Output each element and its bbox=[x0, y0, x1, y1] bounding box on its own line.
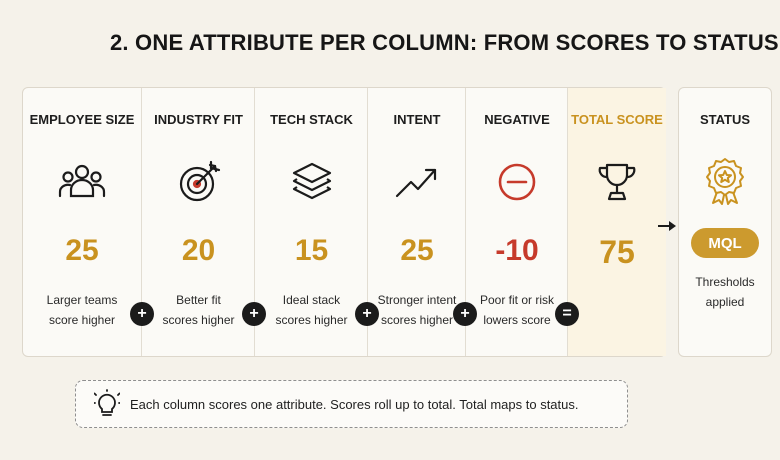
score-value: 15 bbox=[294, 234, 329, 267]
column-industry-fit: INDUSTRY FIT 20 Better fit scores higher bbox=[141, 88, 255, 356]
column-description: Stronger intent scores higher bbox=[377, 293, 457, 327]
trophy-icon bbox=[598, 163, 636, 201]
column-description: Better fit scores higher bbox=[162, 293, 235, 327]
score-value: 20 bbox=[181, 234, 216, 267]
column-header: INTENT bbox=[393, 112, 441, 127]
score-value: 25 bbox=[400, 234, 434, 267]
scoring-board: EMPLOYEE SIZE 25 Larger teams score high… bbox=[22, 87, 666, 357]
column-tech-stack: TECH STACK 15 Ideal stack scores higher bbox=[254, 88, 368, 356]
column-employee-size: EMPLOYEE SIZE 25 Larger teams score high… bbox=[23, 88, 141, 356]
lightbulb-icon bbox=[94, 389, 120, 416]
status-badge: MQL bbox=[691, 228, 759, 258]
plus-operator: + bbox=[130, 302, 154, 326]
equals-operator: = bbox=[555, 302, 579, 326]
total-score-value: 75 bbox=[599, 234, 635, 270]
status-panel: STATUS MQL Thresholds applied bbox=[678, 87, 772, 357]
page-title: 2. ONE ATTRIBUTE PER COLUMN: FROM SCORES… bbox=[110, 30, 779, 55]
column-header: EMPLOYEE SIZE bbox=[29, 112, 135, 127]
plus-operator: + bbox=[453, 302, 477, 326]
minus-circle-icon bbox=[498, 163, 536, 201]
plus-operator: + bbox=[242, 302, 266, 326]
column-description: Ideal stack scores higher bbox=[275, 293, 348, 327]
column-header: TOTAL SCORE bbox=[571, 112, 663, 127]
status-header: STATUS bbox=[699, 112, 751, 127]
tip-text: Each column scores one attribute. Scores… bbox=[130, 396, 579, 412]
layers-icon bbox=[292, 162, 331, 200]
column-header: TECH STACK bbox=[270, 112, 353, 127]
column-header: INDUSTRY FIT bbox=[154, 112, 243, 127]
score-value: -10 bbox=[495, 234, 539, 267]
column-intent: INTENT 25 Stronger intent scores higher bbox=[367, 88, 466, 356]
column-description: Poor fit or risk lowers score bbox=[479, 293, 554, 327]
status-description: Thresholds applied bbox=[695, 275, 755, 309]
target-icon bbox=[179, 160, 220, 202]
arrow-right-icon bbox=[658, 221, 676, 231]
score-value: 25 bbox=[65, 234, 99, 267]
column-negative: NEGATIVE -10 Poor fit or risk lowers sco… bbox=[465, 88, 568, 356]
column-header: NEGATIVE bbox=[484, 112, 550, 127]
plus-operator: + bbox=[355, 302, 379, 326]
people-icon bbox=[58, 164, 106, 198]
column-total-score: TOTAL SCORE 75 bbox=[567, 88, 666, 356]
tip-box: Each column scores one attribute. Scores… bbox=[75, 380, 628, 428]
column-description: Larger teams score higher bbox=[46, 293, 118, 327]
award-badge-icon bbox=[706, 158, 744, 205]
trend-up-icon bbox=[395, 168, 437, 198]
